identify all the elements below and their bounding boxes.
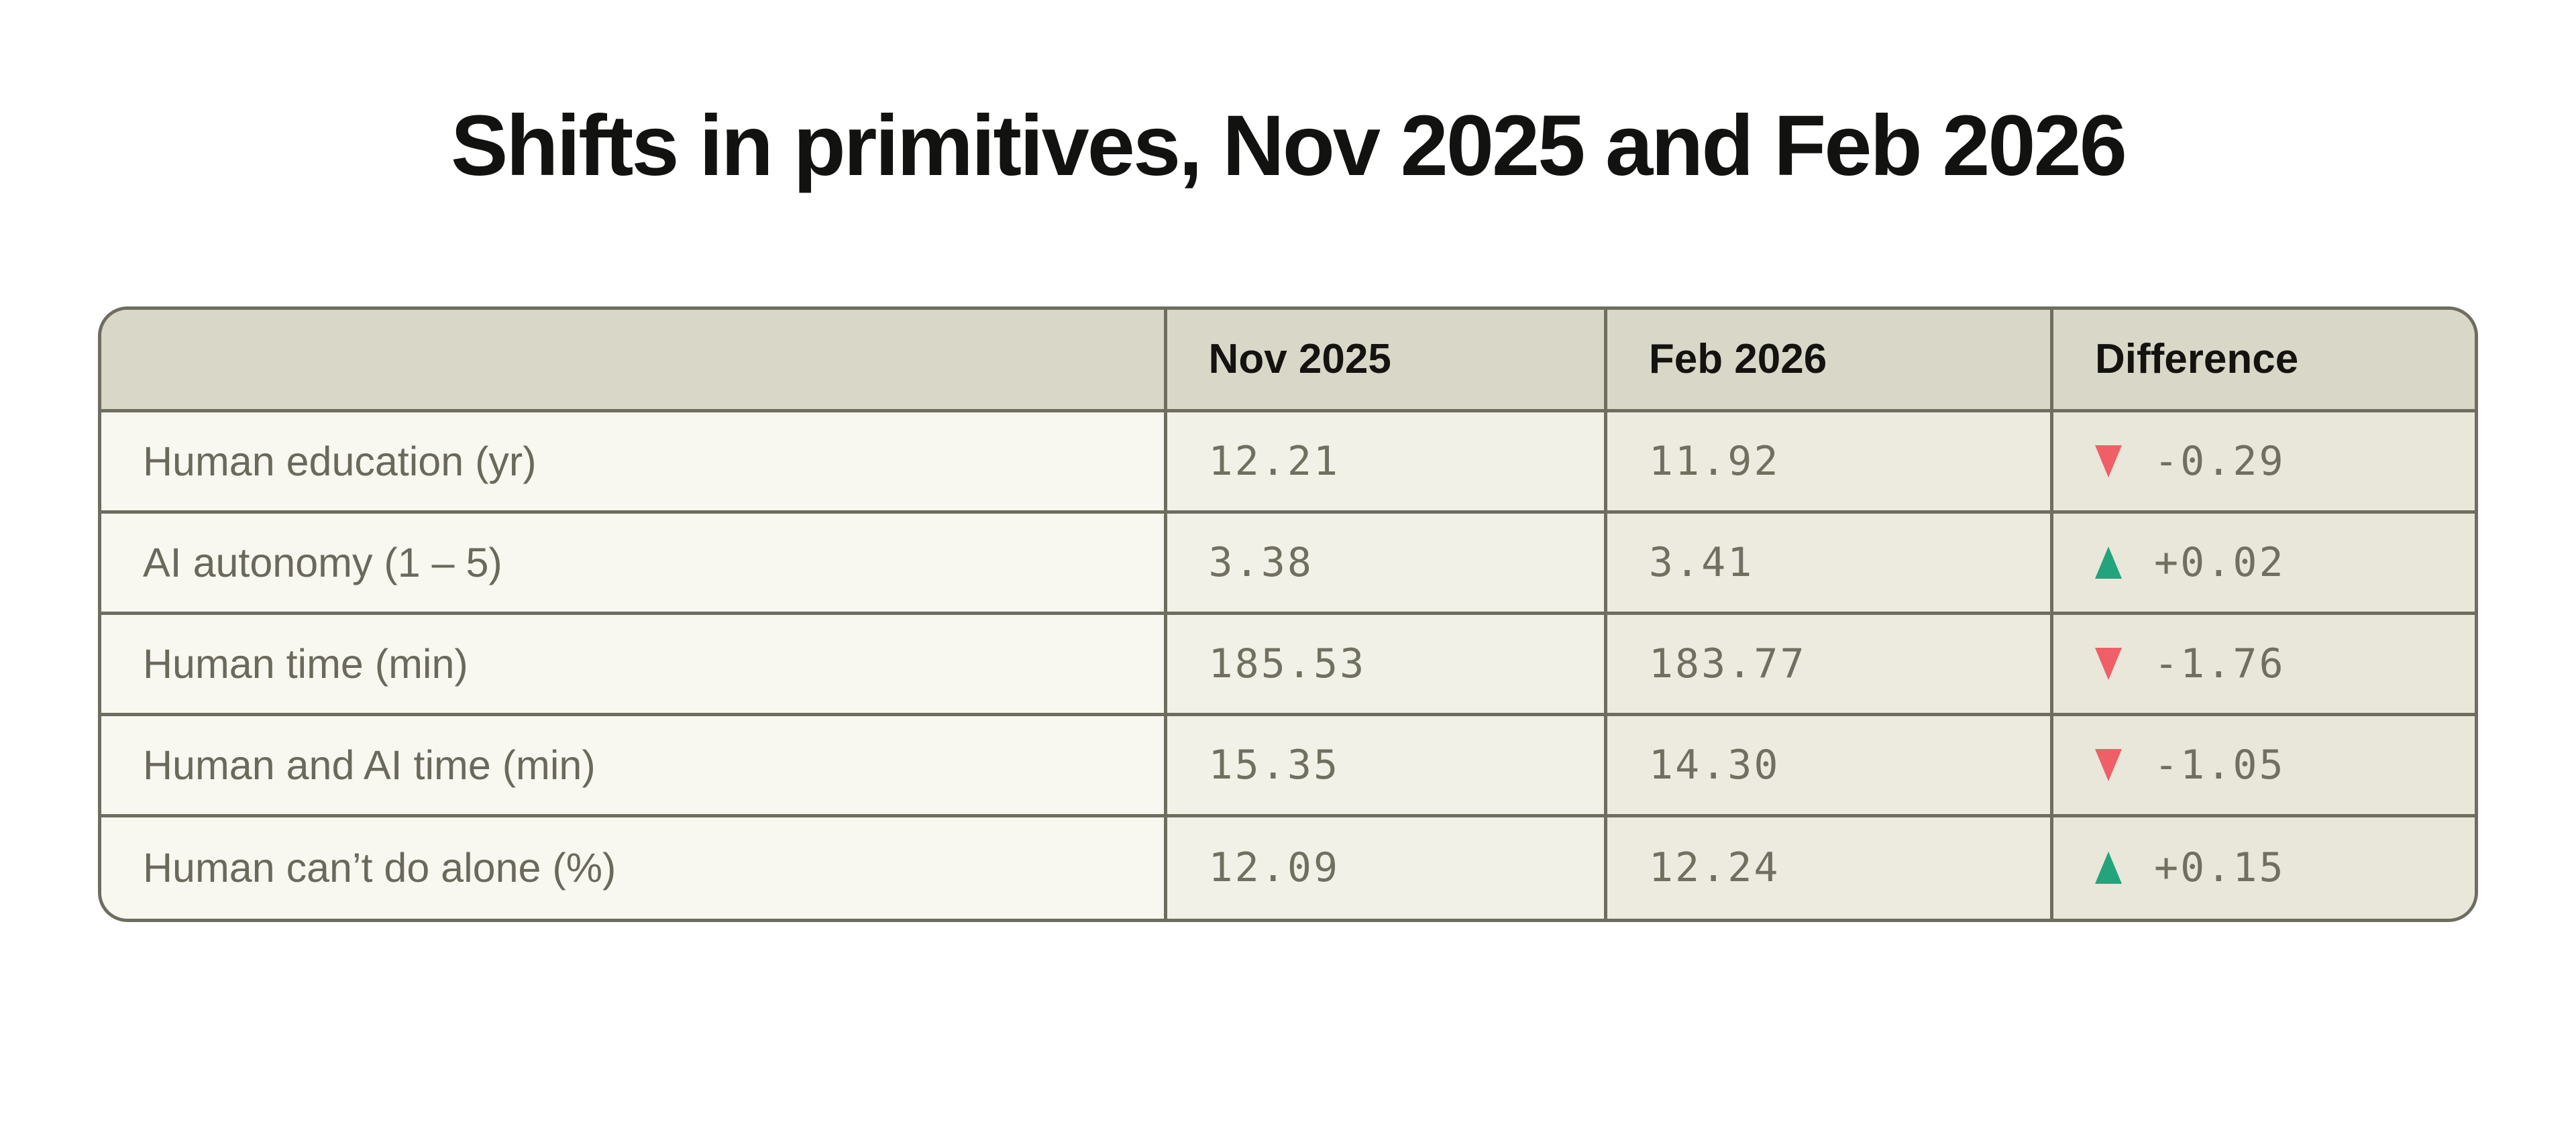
table-body: Human education (yr) 12.21 11.92 -0.29 A… <box>101 412 2475 919</box>
trend-arrow-icon <box>2094 852 2122 884</box>
table-row: Human education (yr) 12.21 11.92 -0.29 <box>101 412 2475 514</box>
header-cell-empty <box>101 309 1167 412</box>
nov-value: 12.09 <box>1167 817 1607 919</box>
diff-value: -1.05 <box>2153 741 2286 789</box>
trend-arrow-icon <box>2094 546 2122 579</box>
row-label: Human education (yr) <box>101 412 1167 514</box>
diff-indicator: -1.76 <box>2094 640 2475 687</box>
feb-value: 183.77 <box>1607 614 2053 716</box>
nov-value: 12.21 <box>1167 412 1607 514</box>
table-row: Human and AI time (min) 15.35 14.30 -1.0… <box>101 716 2475 817</box>
header-row: Nov 2025 Feb 2026 Difference <box>101 309 2475 412</box>
diff-value: +0.02 <box>2153 538 2286 586</box>
diff-cell: -1.05 <box>2053 716 2475 817</box>
header-cell-nov-2025: Nov 2025 <box>1167 309 1607 412</box>
header-cell-difference: Difference <box>2053 309 2475 412</box>
trend-arrow-icon <box>2094 647 2122 680</box>
trend-arrow-icon <box>2094 445 2122 477</box>
table-header: Nov 2025 Feb 2026 Difference <box>101 309 2475 412</box>
feb-value: 12.24 <box>1607 817 2053 919</box>
diff-cell: -1.76 <box>2053 614 2475 716</box>
feb-value: 11.92 <box>1607 412 2053 514</box>
diff-indicator: +0.15 <box>2094 844 2475 892</box>
trend-arrow-icon <box>2094 748 2122 781</box>
feb-value: 14.30 <box>1607 716 2053 817</box>
primitives-table-container: Nov 2025 Feb 2026 Difference Human educa… <box>98 306 2478 922</box>
diff-value: +0.15 <box>2153 844 2286 892</box>
table-row: AI autonomy (1 – 5) 3.38 3.41 +0.02 <box>101 513 2475 615</box>
feb-value: 3.41 <box>1607 513 2053 615</box>
nov-value: 15.35 <box>1167 716 1607 817</box>
nov-value: 3.38 <box>1167 513 1607 615</box>
row-label: AI autonomy (1 – 5) <box>101 513 1167 615</box>
diff-cell: +0.02 <box>2053 513 2475 615</box>
primitives-table: Nov 2025 Feb 2026 Difference Human educa… <box>101 309 2475 919</box>
diff-indicator: -0.29 <box>2094 437 2475 485</box>
table-row: Human time (min) 185.53 183.77 -1.76 <box>101 614 2475 716</box>
row-label: Human and AI time (min) <box>101 716 1167 817</box>
diff-indicator: +0.02 <box>2094 538 2475 586</box>
diff-indicator: -1.05 <box>2094 741 2475 789</box>
diff-cell: +0.15 <box>2053 817 2475 919</box>
nov-value: 185.53 <box>1167 614 1607 716</box>
header-cell-feb-2026: Feb 2026 <box>1607 309 2053 412</box>
diff-value: -0.29 <box>2153 437 2286 485</box>
diff-cell: -0.29 <box>2053 412 2475 514</box>
page-title: Shifts in primitives, Nov 2025 and Feb 2… <box>451 98 2127 194</box>
row-label: Human can’t do alone (%) <box>101 817 1167 919</box>
diff-value: -1.76 <box>2153 640 2286 687</box>
row-label: Human time (min) <box>101 614 1167 716</box>
table-row: Human can’t do alone (%) 12.09 12.24 +0.… <box>101 817 2475 919</box>
